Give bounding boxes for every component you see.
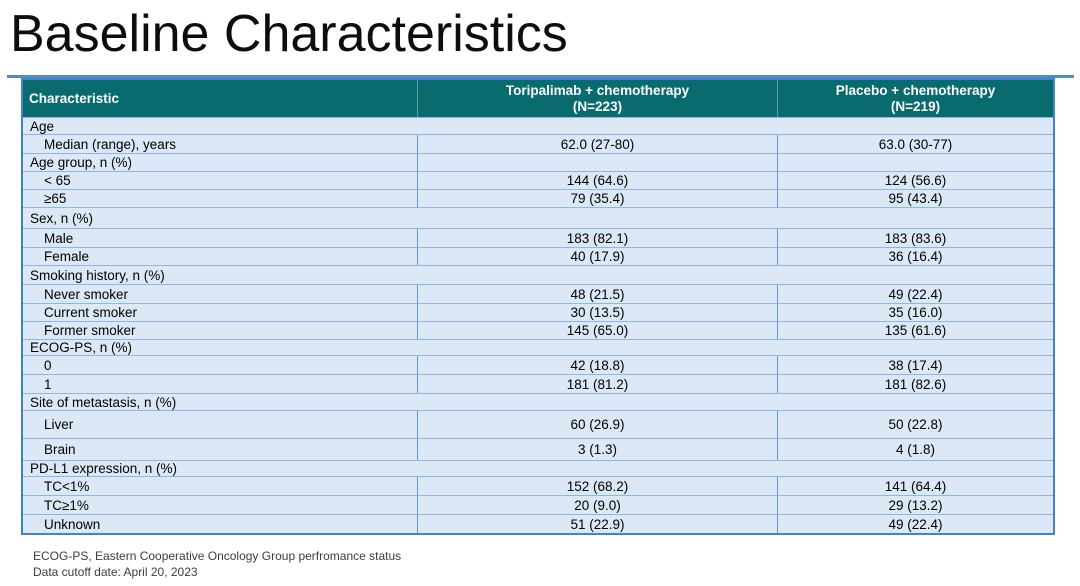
placebo-cell: 135 (61.6) xyxy=(777,322,1053,339)
characteristic-cell: Unknown xyxy=(44,516,101,532)
toripalimab-cell: 48 (21.5) xyxy=(417,285,777,303)
placebo-cell: 4 (1.8) xyxy=(777,439,1053,460)
table-row: Unknown 51 (22.9) 49 (22.4) xyxy=(23,514,1053,533)
placebo-cell: 35 (16.0) xyxy=(777,304,1053,321)
placebo-cell: 124 (56.6) xyxy=(777,172,1053,189)
placebo-cell: 63.0 (30-77) xyxy=(777,135,1053,153)
characteristic-cell: Median (range), years xyxy=(44,136,177,152)
toripalimab-cell: 62.0 (27-80) xyxy=(417,135,777,153)
section-row: Site of metastasis, n (%) xyxy=(23,393,1053,410)
characteristic-cell: Current smoker xyxy=(44,305,138,320)
column-header-toripalimab: Toripalimab + chemotherapy (N=223) xyxy=(417,80,777,117)
toripalimab-cell: 145 (65.0) xyxy=(417,322,777,339)
table-row: Female 40 (17.9) 36 (16.4) xyxy=(23,247,1053,265)
table-row: Brain 3 (1.3) 4 (1.8) xyxy=(23,438,1053,460)
placebo-cell: 36 (16.4) xyxy=(777,248,1053,265)
characteristic-cell: 0 xyxy=(44,357,52,373)
footnote-data-cutoff: Data cutoff date: April 20, 2023 xyxy=(33,565,198,579)
footnote-abbreviation: ECOG-PS, Eastern Cooperative Oncology Gr… xyxy=(33,549,402,563)
placebo-cell xyxy=(777,154,1053,171)
characteristic-cell: 1 xyxy=(44,376,52,392)
toripalimab-cell: 51 (22.9) xyxy=(417,515,777,533)
toripalimab-cell: 60 (26.9) xyxy=(417,411,777,438)
toripalimab-cell: 30 (13.5) xyxy=(417,304,777,321)
characteristic-cell: Age xyxy=(30,118,55,134)
placebo-cell: 183 (83.6) xyxy=(777,229,1053,247)
toripalimab-cell: 152 (68.2) xyxy=(417,477,777,495)
table-header-row: Characteristic Toripalimab + chemotherap… xyxy=(23,80,1053,117)
placebo-cell: 38 (17.4) xyxy=(777,356,1053,374)
characteristic-cell: Male xyxy=(44,230,74,246)
placebo-cell: 95 (43.4) xyxy=(777,190,1053,207)
title-divider-rule xyxy=(7,75,1074,78)
section-row: Smoking history, n (%) xyxy=(23,265,1053,284)
table-row: 1 181 (81.2) 181 (82.6) xyxy=(23,374,1053,393)
section-row: Age xyxy=(23,117,1053,134)
toripalimab-cell: 144 (64.6) xyxy=(417,172,777,189)
toripalimab-cell: 3 (1.3) xyxy=(417,439,777,460)
table-row: Current smoker 30 (13.5) 35 (16.0) xyxy=(23,303,1053,321)
characteristic-cell: Former smoker xyxy=(44,323,136,338)
placebo-cell: 49 (22.4) xyxy=(777,285,1053,303)
placebo-cell: 49 (22.4) xyxy=(777,515,1053,533)
column-header-label: Toripalimab + chemotherapy xyxy=(505,82,690,98)
column-header-characteristic: Characteristic xyxy=(23,80,417,117)
toripalimab-cell xyxy=(417,154,777,171)
placebo-cell: 181 (82.6) xyxy=(777,375,1053,393)
characteristic-cell: Smoking history, n (%) xyxy=(30,267,165,283)
table-row: 0 42 (18.8) 38 (17.4) xyxy=(23,355,1053,374)
characteristic-cell: Never smoker xyxy=(44,286,129,302)
placebo-cell: 141 (64.4) xyxy=(777,477,1053,495)
characteristic-cell: Female xyxy=(44,249,90,264)
slide-title: Baseline Characteristics xyxy=(10,5,568,63)
characteristic-cell: Age group, n (%) xyxy=(30,155,133,170)
column-header-sublabel: (N=219) xyxy=(890,98,941,114)
characteristic-cell: Sex, n (%) xyxy=(30,210,94,226)
section-row: PD-L1 expression, n (%) xyxy=(23,460,1053,476)
toripalimab-cell: 181 (81.2) xyxy=(417,375,777,393)
column-header-label: Placebo + chemotherapy xyxy=(835,82,996,98)
table-row: ≥65 79 (35.4) 95 (43.4) xyxy=(23,189,1053,207)
characteristic-cell: Liver xyxy=(44,417,74,432)
table-row: TC≥1% 20 (9.0) 29 (13.2) xyxy=(23,495,1053,514)
characteristic-cell: < 65 xyxy=(44,173,71,188)
section-row: Sex, n (%) xyxy=(23,207,1053,228)
characteristic-cell: Site of metastasis, n (%) xyxy=(30,394,177,410)
section-row: ECOG-PS, n (%) xyxy=(23,339,1053,355)
table-row: Former smoker 145 (65.0) 135 (61.6) xyxy=(23,321,1053,339)
column-header-label: Characteristic xyxy=(29,91,120,106)
characteristic-cell: TC≥1% xyxy=(44,497,89,513)
characteristic-cell: ECOG-PS, n (%) xyxy=(30,340,133,355)
characteristic-cell: TC<1% xyxy=(44,478,90,494)
characteristic-cell: Brain xyxy=(44,442,76,457)
placebo-cell: 50 (22.8) xyxy=(777,411,1053,438)
toripalimab-cell: 42 (18.8) xyxy=(417,356,777,374)
table-row: Median (range), years 62.0 (27-80) 63.0 (3… xyxy=(23,134,1053,153)
table-row: < 65 144 (64.6) 124 (56.6) xyxy=(23,171,1053,189)
table-row: TC<1% 152 (68.2) 141 (64.4) xyxy=(23,476,1053,495)
toripalimab-cell: 20 (9.0) xyxy=(417,496,777,514)
table-row: Liver 60 (26.9) 50 (22.8) xyxy=(23,410,1053,438)
section-row: Age group, n (%) xyxy=(23,153,1053,171)
toripalimab-cell: 79 (35.4) xyxy=(417,190,777,207)
table-body: Age Median (range), years 62.0 (27-80) 63.0… xyxy=(23,117,1053,533)
toripalimab-cell: 40 (17.9) xyxy=(417,248,777,265)
characteristic-cell: PD-L1 expression, n (%) xyxy=(30,461,178,476)
baseline-characteristics-table: Characteristic Toripalimab + chemotherap… xyxy=(21,78,1055,535)
column-header-placebo: Placebo + chemotherapy (N=219) xyxy=(777,80,1053,117)
table-row: Never smoker 48 (21.5) 49 (22.4) xyxy=(23,284,1053,303)
footnotes: ECOG-PS, Eastern Cooperative Oncology Gr… xyxy=(33,548,401,580)
characteristic-cell: ≥65 xyxy=(44,191,67,206)
placebo-cell: 29 (13.2) xyxy=(777,496,1053,514)
table-row: Male 183 (82.1) 183 (83.6) xyxy=(23,228,1053,247)
toripalimab-cell: 183 (82.1) xyxy=(417,229,777,247)
column-header-sublabel: (N=223) xyxy=(572,98,623,114)
